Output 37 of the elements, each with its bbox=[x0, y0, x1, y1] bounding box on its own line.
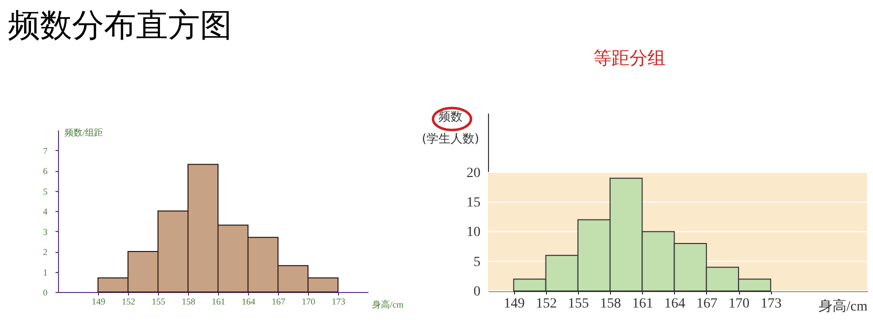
x-axis-title: 身高/cm bbox=[818, 298, 868, 314]
y-axis-title: 频数/组距 bbox=[64, 128, 104, 138]
x-tick-label: 167 bbox=[272, 296, 286, 306]
x-tick-label: 155 bbox=[568, 296, 589, 312]
x-tick-label: 158 bbox=[182, 296, 196, 306]
y-axis-title: 频数 (学生人数) bbox=[422, 110, 480, 146]
x-tick-label: 170 bbox=[728, 296, 750, 312]
x-tick-label: 149 bbox=[504, 296, 525, 312]
y-tick-label: 3 bbox=[43, 226, 48, 237]
y-tick-label: 7 bbox=[43, 146, 48, 156]
x-tick-label: 167 bbox=[696, 296, 718, 312]
y-tick-label: 5 bbox=[43, 186, 48, 196]
x-tick-label: 173 bbox=[332, 296, 346, 306]
chart-title: 频数分布直方图 bbox=[8, 5, 232, 46]
x-tick-label: 161 bbox=[212, 296, 226, 306]
y-tick-label: 1 bbox=[43, 267, 48, 278]
y-tick-label: 2 bbox=[43, 247, 48, 257]
y-tick-label: 5 bbox=[474, 254, 480, 270]
y-tick-label: 4 bbox=[43, 206, 48, 216]
x-tick-label: 164 bbox=[664, 296, 686, 312]
x-tick-label: 161 bbox=[632, 296, 654, 312]
y-tick-label: 10 bbox=[466, 225, 480, 240]
x-tick-label: 152 bbox=[536, 296, 557, 312]
chart-title: 等距分组 bbox=[594, 48, 666, 69]
x-tick-label: 164 bbox=[242, 296, 256, 306]
y-tick-label: 0 bbox=[474, 284, 480, 300]
x-tick-label: 155 bbox=[152, 296, 166, 306]
y-tick-label: 20 bbox=[466, 166, 480, 181]
x-tick-label: 149 bbox=[92, 296, 106, 306]
y-tick-label: 15 bbox=[466, 196, 480, 210]
y-tick-label: 6 bbox=[43, 166, 48, 176]
x-axis-title: 身高/cm bbox=[372, 300, 404, 310]
x-tick-label: 152 bbox=[122, 296, 136, 306]
x-tick-label: 158 bbox=[600, 296, 622, 312]
y-tick-label: 0 bbox=[43, 288, 48, 298]
x-tick-label: 173 bbox=[760, 296, 782, 312]
x-tick-label: 170 bbox=[302, 296, 316, 306]
